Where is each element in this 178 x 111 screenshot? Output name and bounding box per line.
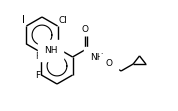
Text: I: I	[22, 15, 25, 25]
Text: NH: NH	[44, 46, 57, 55]
Text: F: F	[35, 71, 40, 80]
Text: NH: NH	[90, 53, 104, 61]
Text: Cl: Cl	[59, 16, 67, 25]
Text: O: O	[81, 25, 88, 34]
Text: O: O	[105, 59, 112, 68]
Text: F: F	[35, 52, 40, 60]
